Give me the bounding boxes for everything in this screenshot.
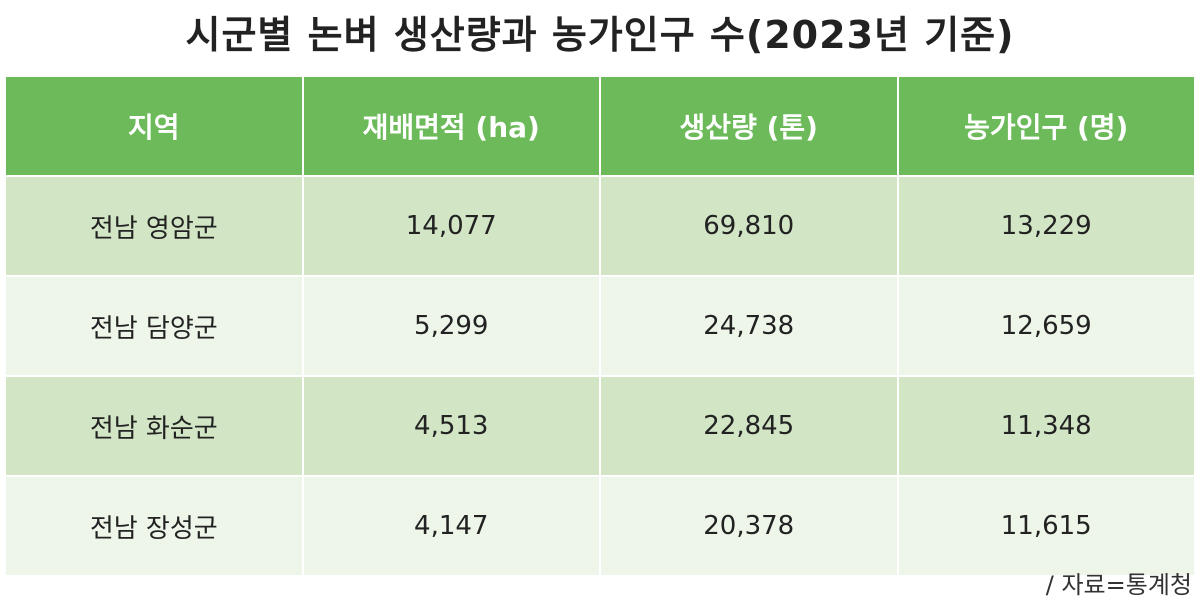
table-cell: 14,077 xyxy=(301,175,601,276)
table-cell: 22,845 xyxy=(599,375,899,476)
column-header: 재배면적 (ha) xyxy=(301,77,601,176)
table-cell: 20,378 xyxy=(599,475,899,575)
table-cell: 11,348 xyxy=(896,375,1196,476)
table-cell: 24,738 xyxy=(599,275,899,376)
table-cell: 전남 영암군 xyxy=(4,175,304,276)
table-cell: 4,513 xyxy=(301,375,601,476)
chart-title: 시군별 논벼 생산량과 농가인구 수(2023년 기준) xyxy=(185,13,1015,57)
table-cell: 5,299 xyxy=(301,275,601,376)
table-row: 전남 담양군 5,299 24,738 12,659 xyxy=(4,275,1196,376)
table-row: 전남 영암군 14,077 69,810 13,229 xyxy=(4,175,1196,276)
table-row: 전남 장성군 4,147 20,378 11,615 xyxy=(4,475,1196,575)
table-cell: 전남 화순군 xyxy=(4,375,304,476)
table-cell: 13,229 xyxy=(896,175,1196,276)
source-note: / 자료=통계청 xyxy=(1045,571,1192,599)
data-table: 지역 재배면적 (ha) 생산량 (톤) 농가인구 (명) 전남 영암군 14,… xyxy=(4,77,1196,575)
table-cell: 전남 담양군 xyxy=(4,275,304,376)
table-header-row: 지역 재배면적 (ha) 생산량 (톤) 농가인구 (명) xyxy=(4,77,1196,176)
table-cell: 12,659 xyxy=(896,275,1196,376)
table-cell: 전남 장성군 xyxy=(4,475,304,575)
table-row: 전남 화순군 4,513 22,845 11,348 xyxy=(4,375,1196,476)
column-header: 농가인구 (명) xyxy=(896,77,1196,176)
table-cell: 11,615 xyxy=(896,475,1196,575)
table-cell: 4,147 xyxy=(301,475,601,575)
column-header: 지역 xyxy=(4,77,304,176)
table-cell: 69,810 xyxy=(599,175,899,276)
column-header: 생산량 (톤) xyxy=(599,77,899,176)
